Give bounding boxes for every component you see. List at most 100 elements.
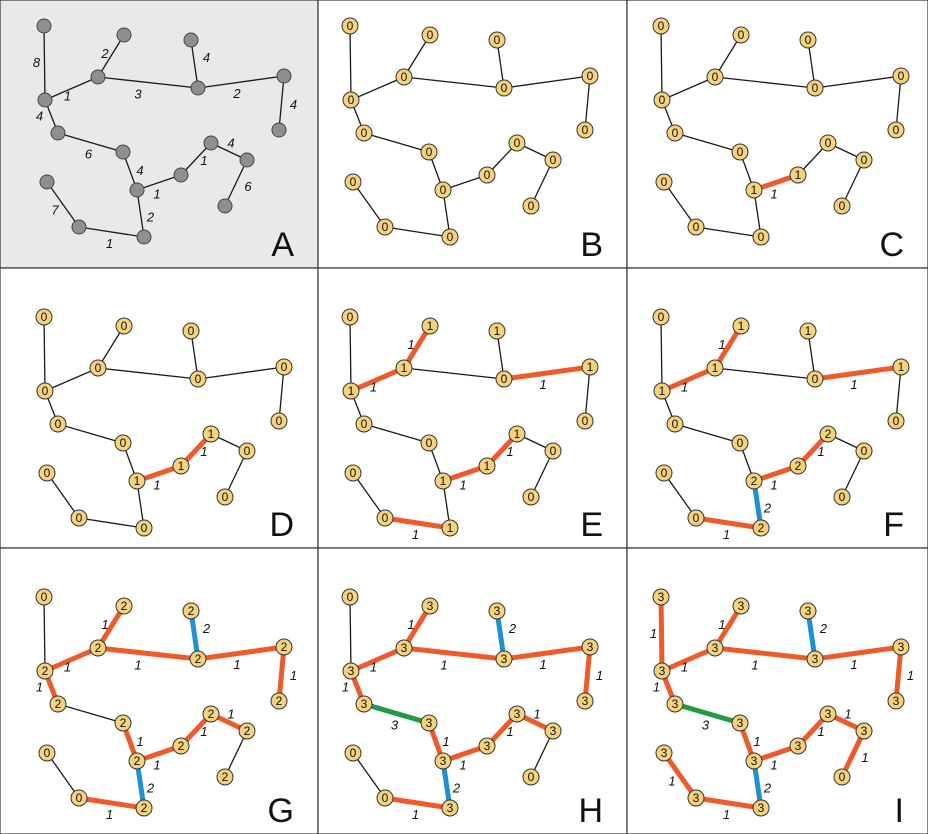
edge-selected — [42, 645, 101, 674]
graph-node — [434, 472, 452, 490]
node-value: 3 — [427, 599, 434, 613]
edge-weight-label: 1 — [506, 444, 513, 459]
node-value: 0 — [528, 770, 535, 784]
graph-node — [421, 597, 439, 615]
node-value: 1 — [208, 427, 215, 441]
graph-node — [892, 638, 910, 656]
graph-node — [495, 79, 513, 97]
edge-weight-label: 2 — [452, 781, 461, 796]
edge-weight-label: 1 — [290, 668, 297, 683]
graph-node — [544, 442, 562, 460]
node-value: 0 — [350, 466, 357, 480]
edge — [350, 76, 405, 101]
graph-node — [36, 662, 54, 680]
edge-weight-label: 1 — [718, 337, 725, 352]
edge-weight-label: 1 — [459, 478, 466, 493]
edge-weight-label: 2 — [763, 501, 772, 516]
graph-node — [855, 722, 873, 740]
edge-weight-label: 1 — [751, 658, 758, 673]
graph-node — [544, 722, 562, 740]
node-value: 3 — [693, 791, 700, 805]
edge-weight-label: 1 — [723, 807, 730, 822]
graph-node — [508, 705, 526, 723]
graph-node — [887, 692, 905, 710]
node-value: 2 — [178, 739, 185, 753]
graph-node — [495, 650, 513, 668]
node-value: 1 — [484, 459, 491, 473]
edge — [278, 366, 285, 422]
edge-weight-label: 1 — [770, 478, 777, 493]
graph-node — [666, 415, 684, 433]
edge-selected — [348, 365, 407, 394]
graph-node — [342, 382, 360, 400]
graph-node — [732, 317, 750, 335]
graph-node — [666, 695, 684, 713]
graph-node — [217, 198, 233, 214]
graph-node — [655, 173, 673, 191]
edge — [43, 25, 46, 101]
node-value: 0 — [812, 81, 819, 95]
edge-weight-label: 1 — [539, 377, 546, 392]
graph-node — [49, 415, 67, 433]
edge-weight-label: 1 — [440, 658, 447, 673]
panel-b: 0 0 0 0 0 0 0 0 0 0 0 0 0 0 0 0 0 0 B — [317, 0, 628, 269]
edge-weight-label: 1 — [106, 236, 113, 251]
panel-frame — [0, 267, 319, 549]
edge-weight-label: 1 — [153, 758, 160, 773]
graph-node — [421, 26, 439, 44]
edge — [663, 472, 697, 519]
node-value: 0 — [42, 384, 49, 398]
graph-node — [49, 695, 67, 713]
node-value: 0 — [693, 511, 700, 525]
graph-node — [581, 638, 599, 656]
graph-node — [202, 705, 220, 723]
node-value: 0 — [528, 490, 535, 504]
node-value: 0 — [55, 417, 62, 431]
graph-node — [341, 17, 359, 35]
node-value: 0 — [501, 81, 508, 95]
node-value: 0 — [382, 791, 389, 805]
graph-node — [655, 744, 673, 762]
graph-node — [39, 174, 55, 190]
edge-weight-label: 1 — [681, 380, 688, 395]
graph-node — [731, 714, 749, 732]
graph-node — [114, 434, 132, 452]
edge-selected — [382, 795, 453, 811]
graph-node — [395, 359, 413, 377]
node-value: 2 — [195, 652, 202, 666]
graph-node — [819, 705, 837, 723]
graph-node — [522, 768, 540, 786]
edge-weight-label: 1 — [370, 380, 377, 395]
node-value: 0 — [382, 220, 389, 234]
node-value: 0 — [76, 511, 83, 525]
edge-weight-label: 1 — [533, 707, 540, 722]
graph-node — [806, 370, 824, 388]
node-value: 0 — [514, 136, 521, 150]
node-value: 1 — [805, 324, 812, 338]
graph-node — [892, 358, 910, 376]
edge-selected — [501, 364, 593, 382]
graph-node — [238, 442, 256, 460]
edge-weight-label: 2 — [146, 781, 155, 796]
graph-node — [239, 152, 255, 168]
edge-weight-label: 1 — [770, 758, 777, 773]
edge — [46, 181, 80, 228]
node-value: 0 — [738, 28, 745, 42]
graph-node — [576, 121, 594, 139]
node-value: 0 — [244, 444, 251, 458]
node-value: 0 — [550, 153, 557, 167]
graph-node — [395, 639, 413, 657]
graph-node — [508, 425, 526, 443]
node-value: 0 — [440, 183, 447, 197]
edge-weight-label: 2 — [819, 621, 828, 636]
edge-weight-label: 1 — [153, 187, 160, 202]
graph-node — [806, 79, 824, 97]
node-value: 0 — [582, 123, 589, 137]
graph-node — [732, 597, 750, 615]
graph-node — [115, 597, 133, 615]
edge-weight-label: 1 — [370, 660, 377, 675]
node-value: 3 — [751, 754, 758, 768]
